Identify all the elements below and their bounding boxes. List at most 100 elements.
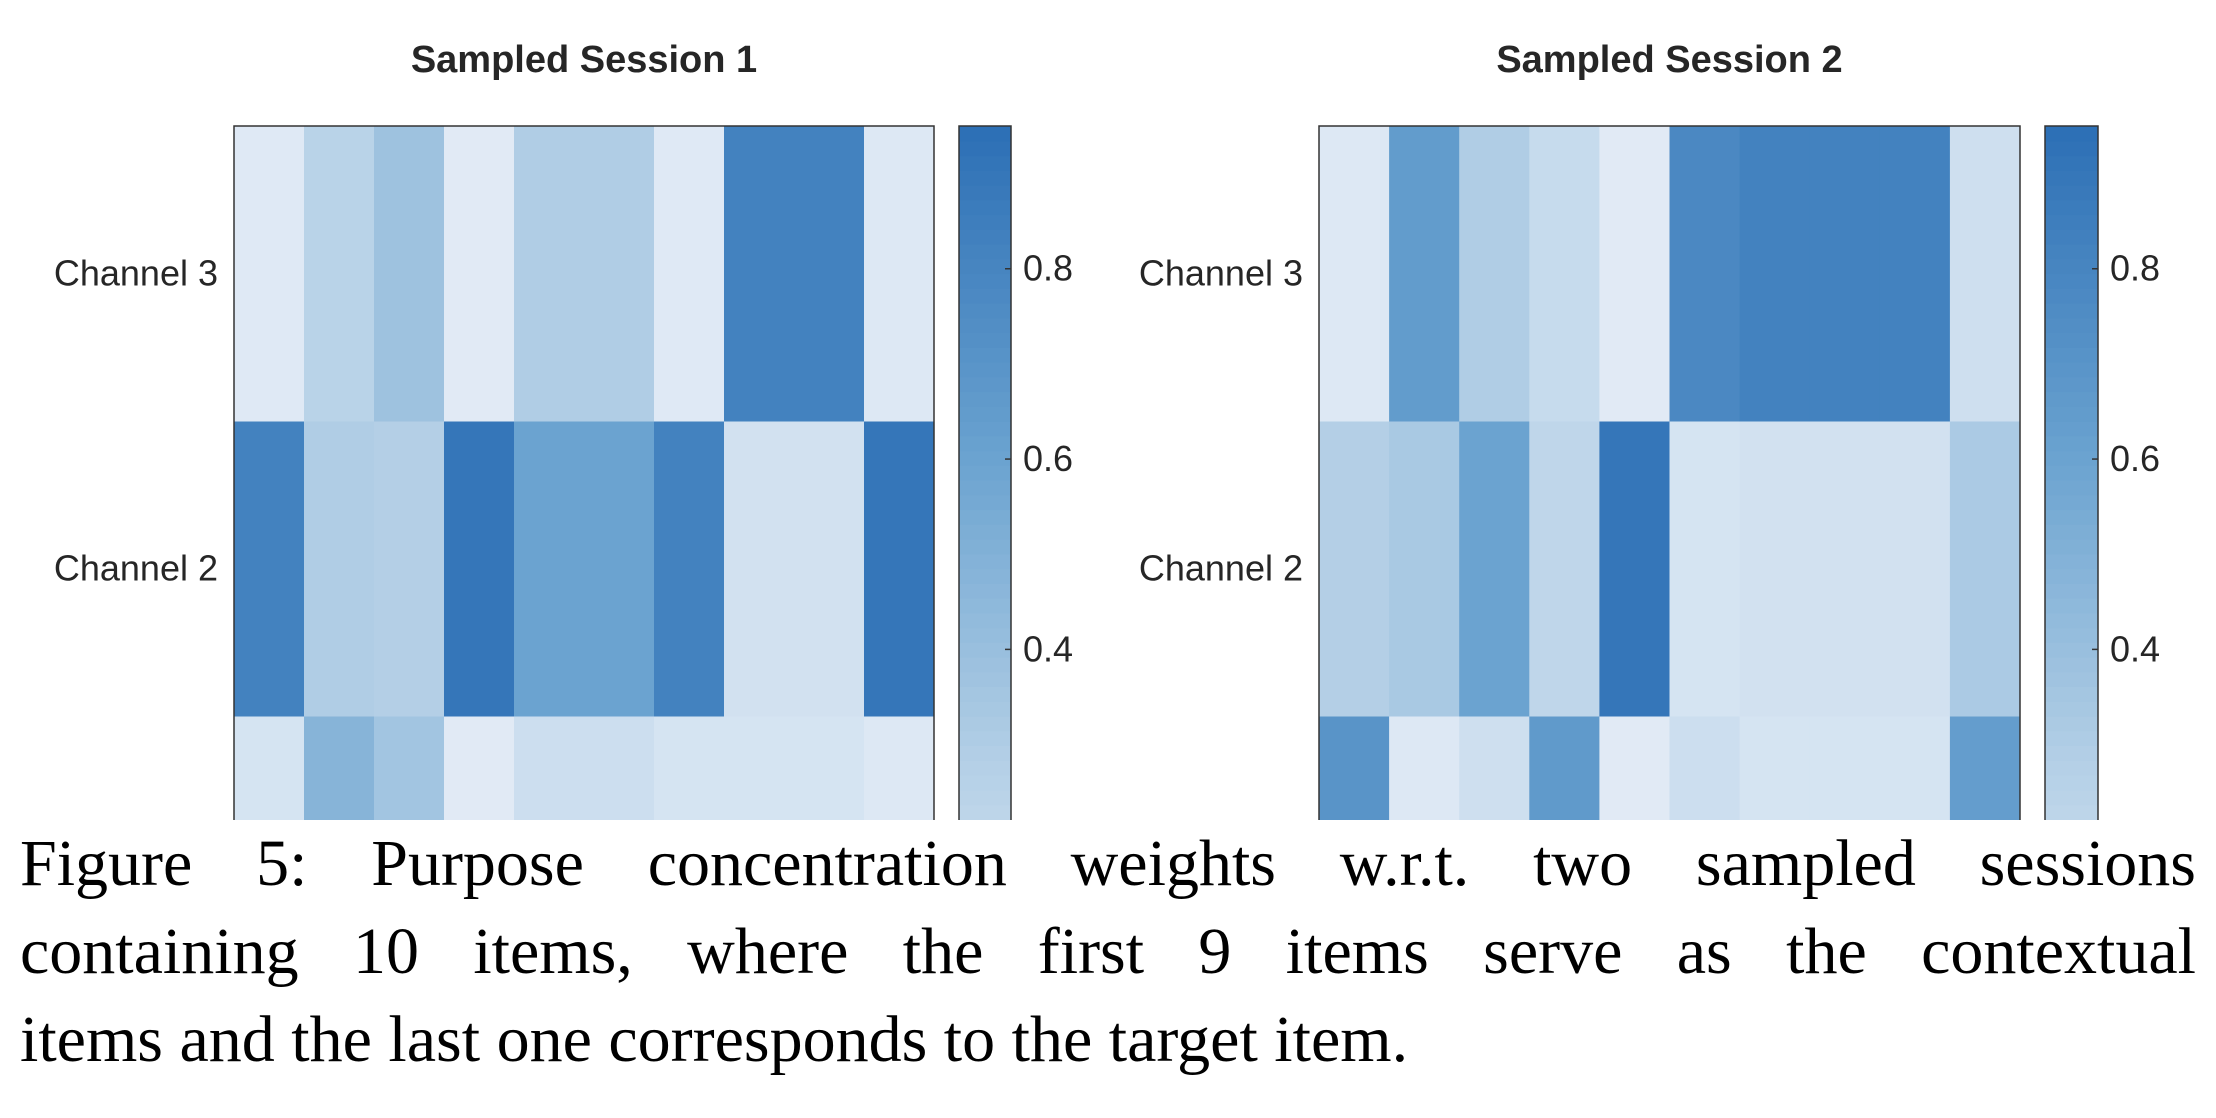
- panel-title: Sampled Session 2: [1496, 39, 1842, 81]
- colorbar-segment: [959, 745, 1011, 761]
- colorbar-segment: [959, 347, 1011, 363]
- colorbar-segment: [959, 435, 1011, 452]
- heatmap-cell-channel-2-vt: [864, 421, 935, 717]
- heatmap-cell-channel-3-v8: [724, 126, 795, 422]
- colorbar-segment: [2045, 362, 2098, 378]
- colorbar-segment: [2045, 686, 2098, 702]
- colorbar-segment: [2045, 391, 2098, 407]
- colorbar-segment: [2045, 730, 2098, 747]
- colorbar-segment: [959, 480, 1011, 496]
- colorbar: 0.2 0.4 0.6 0.8: [958, 125, 1073, 820]
- colorbar-segment: [2045, 376, 2098, 393]
- caption-line-1: Figure 5: Purpose concentration weights …: [20, 827, 2196, 900]
- heatmap-cell-channel-3-vt: [864, 126, 935, 422]
- heatmap-cell-channel-1-v7: [654, 716, 725, 820]
- colorbar-segment: [2045, 435, 2098, 452]
- colorbar-segment: [959, 568, 1011, 584]
- colorbar-segment: [959, 450, 1011, 466]
- heatmap-cell-channel-1-v2: [1389, 716, 1460, 820]
- colorbar-segment: [2045, 760, 2098, 776]
- colorbar-segment: [2045, 421, 2098, 437]
- colorbar-segment: [959, 244, 1011, 260]
- colorbar-segment: [959, 775, 1011, 791]
- colorbar-tick-label: 0.6: [1023, 438, 1073, 479]
- heatmap-cell-channel-1-v5: [1599, 716, 1670, 820]
- colorbar-segment: [959, 140, 1011, 157]
- heatmap-cell-channel-2-vt: [1949, 421, 2021, 717]
- colorbar-segment: [2045, 332, 2098, 348]
- colorbar-segment: [959, 258, 1011, 275]
- colorbar-segment: [959, 539, 1011, 555]
- colorbar-segment: [2045, 303, 2098, 319]
- heatmap-cell-channel-3-v7: [654, 126, 725, 422]
- colorbar-border: [958, 125, 1012, 820]
- colorbar-segment: [959, 642, 1011, 658]
- heatmap-cell-channel-3-v9: [794, 126, 865, 422]
- heatmap-cell-channel-2-v8: [1809, 421, 1881, 717]
- colorbar-segment: [2045, 612, 2098, 629]
- heatmap-border: [233, 125, 935, 820]
- y-tick-label: Channel 2: [54, 548, 218, 589]
- colorbar-segment: [959, 789, 1011, 806]
- heatmap-cell-channel-3-v9: [1879, 126, 1951, 422]
- colorbar-segment: [959, 185, 1011, 201]
- heatmap-cell-channel-1-v3: [1459, 716, 1530, 820]
- colorbar-segment: [2045, 642, 2098, 658]
- colorbar-segment: [959, 421, 1011, 437]
- colorbar-segment: [959, 303, 1011, 319]
- colorbar-segment: [959, 627, 1011, 643]
- heatmap-cell-channel-1-v3: [374, 716, 445, 820]
- colorbar-segment: [959, 406, 1011, 422]
- heatmap-cell-channel-2-v4: [444, 421, 515, 717]
- heatmap-cell-channel-2-v3: [374, 421, 445, 717]
- heatmap-cell-channel-2-v9: [794, 421, 865, 717]
- heatmap-cell-channel-3-v7: [1739, 126, 1811, 422]
- colorbar-tick-label: 0.8: [2110, 248, 2160, 289]
- heatmap-cell-channel-1-v8: [1809, 716, 1881, 820]
- figure-caption: Figure 5: Purpose concentration weights …: [20, 820, 2196, 1084]
- colorbar-segment: [2045, 745, 2098, 761]
- heatmap-border: [1318, 125, 2021, 820]
- colorbar-segment: [2045, 244, 2098, 260]
- heatmap-cell-channel-2-v2: [304, 421, 375, 717]
- y-tick-label: Channel 3: [54, 253, 218, 294]
- heatmap-cell-channel-2-v1: [1319, 421, 1390, 717]
- colorbar-segment: [959, 170, 1011, 186]
- heatmap-cell-channel-3-vt: [1949, 126, 2021, 422]
- heatmap-cell-channel-1-vt: [1949, 716, 2021, 820]
- heatmap-cell-channel-2-v5: [1599, 421, 1670, 717]
- colorbar-segment: [959, 671, 1011, 688]
- heatmap-cell-channel-1-vt: [864, 716, 935, 820]
- colorbar-segment: [2045, 465, 2098, 481]
- heatmap-cell-channel-3-v5: [1599, 126, 1670, 422]
- colorbar-segment: [2045, 657, 2098, 673]
- caption-line-2: containing 10 items, where the first 9 i…: [20, 915, 2196, 988]
- colorbar-segment: [2045, 214, 2098, 230]
- heatmap-cell-channel-1-v7: [1739, 716, 1811, 820]
- colorbar-segment: [959, 701, 1011, 717]
- heatmap-cell-channel-2-v5: [514, 421, 585, 717]
- heatmap-cell-channel-1-v6: [584, 716, 655, 820]
- colorbar-segment: [2045, 450, 2098, 466]
- colorbar-segment: [2045, 140, 2098, 157]
- colorbar: 0.2 0.4 0.6 0.8: [2044, 125, 2160, 820]
- colorbar-segment: [959, 288, 1011, 304]
- colorbar-segment: [2045, 258, 2098, 275]
- heatmap-cell-channel-3-v5: [514, 126, 585, 422]
- colorbar-tick-label: 0.6: [2110, 438, 2160, 479]
- colorbar-tick-label: 0.8: [1023, 248, 1073, 289]
- colorbar-segment: [2045, 273, 2098, 289]
- colorbar-segment: [959, 273, 1011, 289]
- colorbar-tick-label: 0.4: [1023, 628, 1073, 669]
- colorbar-segment: [2045, 804, 2098, 820]
- colorbar-segment: [2045, 199, 2098, 216]
- y-tick-label: Channel 3: [1139, 253, 1303, 294]
- colorbar-segment: [959, 509, 1011, 525]
- heatmap-cell-channel-2-v2: [1389, 421, 1460, 717]
- colorbar-segment: [959, 376, 1011, 393]
- colorbar-segment: [959, 155, 1011, 171]
- colorbar-segment: [959, 657, 1011, 673]
- colorbar-segment: [2045, 494, 2098, 511]
- heatmap-cell-channel-3-v4: [1529, 126, 1600, 422]
- colorbar-segment: [959, 494, 1011, 511]
